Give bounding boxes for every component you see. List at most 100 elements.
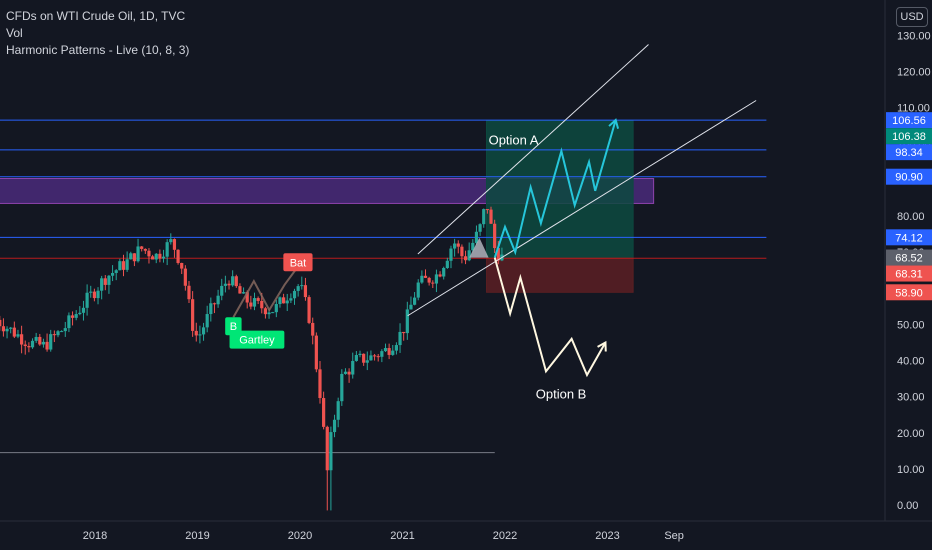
candle: [70, 311, 75, 326]
candle-body: [365, 360, 369, 363]
y-tick-label: 30.00: [897, 392, 925, 404]
candle: [172, 238, 177, 258]
candle: [343, 368, 348, 375]
candle-body: [442, 267, 446, 277]
candle: [49, 329, 53, 352]
candle: [380, 349, 384, 363]
pattern-badge-label: B: [230, 321, 237, 333]
candle: [354, 351, 358, 362]
candle-body: [198, 334, 202, 336]
candle: [1, 318, 6, 337]
symbol-title: CFDs on WTI Crude Oil, 1D, TVC: [6, 9, 186, 23]
candle: [296, 284, 300, 297]
candle: [332, 414, 337, 438]
price-label-bg: [886, 265, 932, 282]
candle: [398, 323, 402, 353]
candle-body: [27, 346, 31, 348]
candle-body: [34, 336, 38, 341]
candle: [38, 333, 42, 346]
candle-body: [78, 312, 82, 315]
zone-stop: [486, 257, 634, 293]
candle: [372, 353, 377, 361]
chart-legend: CFDs on WTI Crude Oil, 1D, TVC Vol Harmo…: [6, 8, 189, 59]
volume-indicator-label[interactable]: Vol: [6, 26, 23, 40]
candle: [140, 245, 144, 252]
candle-body: [394, 345, 399, 351]
candle: [220, 278, 224, 301]
candle-body: [456, 243, 460, 247]
candle: [89, 285, 93, 298]
candle: [121, 254, 126, 277]
price-label: 58.90: [886, 284, 932, 301]
price-label-text: 58.90: [895, 287, 923, 299]
candle: [493, 219, 497, 254]
price-label-bg: [886, 284, 932, 301]
candle-body: [60, 331, 64, 333]
candle-body: [249, 302, 253, 307]
candle: [223, 275, 227, 293]
candle-body: [194, 330, 198, 336]
candle-body: [420, 275, 424, 283]
candle-body: [391, 350, 395, 355]
candle-body: [314, 335, 318, 370]
candle-body: [140, 246, 144, 249]
currency-unit-button[interactable]: USD: [896, 7, 928, 27]
candle: [329, 426, 333, 511]
candle-body: [103, 278, 107, 285]
candle-body: [191, 299, 195, 331]
candle-body: [336, 401, 340, 420]
candle-body: [325, 426, 329, 471]
candle-body: [110, 272, 115, 276]
candle-body: [402, 331, 406, 334]
candle-body: [292, 290, 297, 299]
candle-body: [169, 239, 173, 243]
candle-body: [154, 253, 158, 260]
price-label: 74.12: [886, 229, 932, 246]
candle: [282, 293, 286, 304]
candle-body: [143, 248, 147, 251]
price-label-bg: [886, 229, 932, 246]
candle-body: [92, 291, 96, 299]
candle: [56, 329, 60, 338]
candle: [453, 238, 457, 257]
candle-body: [129, 253, 133, 260]
candle-body: [478, 224, 482, 232]
candle-body: [463, 256, 468, 261]
price-label-text: 68.52: [895, 253, 923, 265]
candle: [16, 329, 20, 339]
candle: [231, 270, 235, 287]
candle: [143, 248, 147, 254]
candle: [169, 233, 173, 245]
candle-body: [493, 223, 497, 249]
candle: [147, 248, 151, 264]
candle: [81, 300, 86, 321]
candle: [292, 288, 297, 305]
candle: [383, 343, 388, 352]
candle-body: [201, 327, 206, 335]
candle: [409, 296, 413, 310]
candle: [325, 425, 329, 511]
y-tick-label: 10.00: [897, 464, 925, 476]
candle: [456, 240, 460, 254]
candle-body: [63, 328, 67, 332]
candle: [489, 206, 493, 225]
candle: [107, 274, 111, 294]
candle: [340, 369, 344, 406]
candle: [234, 274, 238, 288]
harmonic-indicator-label[interactable]: Harmonic Patterns - Live (10, 8, 3): [6, 43, 190, 57]
candle: [467, 242, 471, 262]
candle-body: [12, 327, 16, 337]
candle: [183, 265, 187, 291]
candle-body: [427, 277, 431, 283]
candle-body: [423, 275, 428, 278]
candle: [9, 326, 13, 334]
candle-body: [405, 309, 409, 334]
candle-body: [147, 250, 151, 257]
candle-body: [482, 209, 486, 225]
candle-body: [467, 250, 471, 261]
candle: [420, 270, 424, 284]
candle: [438, 271, 442, 278]
